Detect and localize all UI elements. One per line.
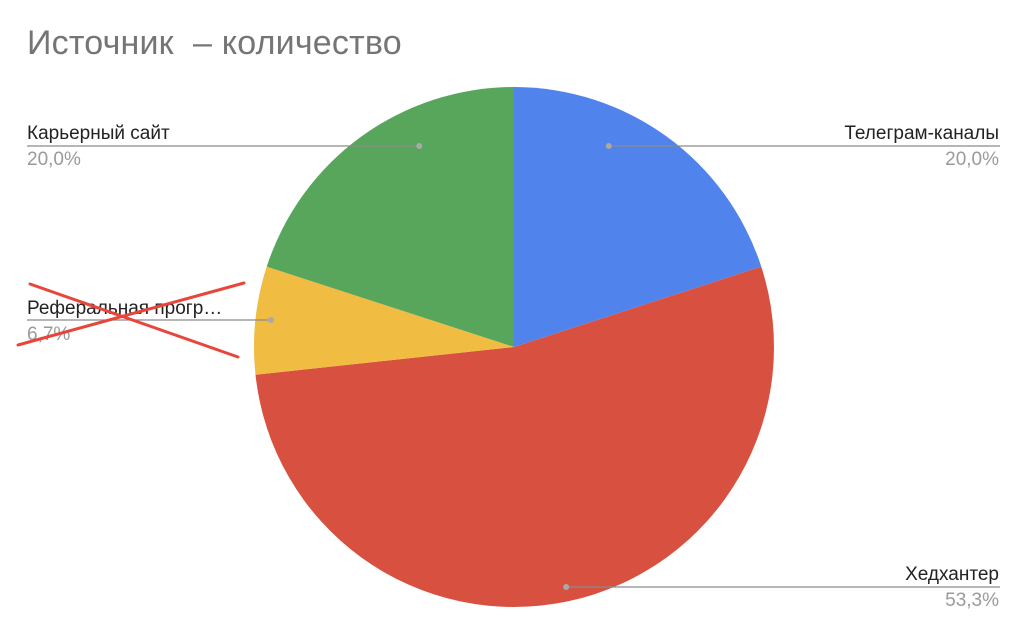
slice-percent-1: 20,0% xyxy=(945,149,999,170)
pie-slice-4 xyxy=(266,87,514,347)
cross-stroke-2 xyxy=(28,282,240,359)
annotation-layer xyxy=(16,281,246,359)
slice-percent-2: 53,3% xyxy=(945,590,999,611)
pie-slice-3 xyxy=(254,266,515,375)
leader-dot-2 xyxy=(563,584,570,590)
leader-dot-1 xyxy=(605,143,612,149)
slice-percent-4: 20,0% xyxy=(27,149,81,170)
slice-label-2: Хедхантер xyxy=(905,564,999,585)
leader-dot-4 xyxy=(416,143,423,149)
chart-title: Источник – количество xyxy=(27,24,402,62)
leader-dot-3 xyxy=(267,317,274,323)
slice-label-4: Карьерный сайт xyxy=(27,123,170,144)
slices-layer xyxy=(254,87,774,607)
slice-label-1: Телеграм-каналы xyxy=(844,123,999,144)
pie-slice-1 xyxy=(514,87,762,347)
cross-stroke-1 xyxy=(16,281,246,347)
pie-slice-2 xyxy=(255,266,774,607)
